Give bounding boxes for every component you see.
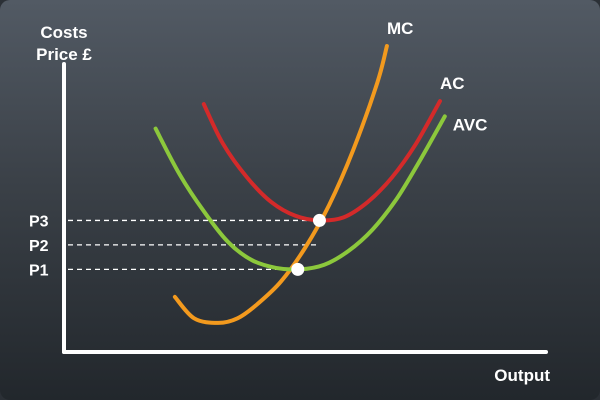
tick-label-p2: P2 xyxy=(29,238,49,255)
curve-mc xyxy=(172,44,389,325)
intersection-markers xyxy=(291,213,326,276)
x-axis-label: Output xyxy=(494,366,550,385)
series-labels: MC AC AVC xyxy=(387,19,487,134)
series-label-avc: AVC xyxy=(453,115,488,134)
curve-avc xyxy=(153,114,447,272)
tick-label-p1: P1 xyxy=(29,262,49,279)
intersection-marker-1 xyxy=(312,213,326,227)
intersection-marker-2 xyxy=(291,262,305,276)
y-axis-label-line-1: Costs xyxy=(40,23,87,42)
y-axis-label-line-2: Price £ xyxy=(36,45,92,64)
cost-curves xyxy=(153,44,447,325)
tick-label-p3: P3 xyxy=(29,213,49,230)
series-label-mc: MC xyxy=(387,19,413,38)
series-label-ac: AC xyxy=(440,74,465,93)
curve-ac xyxy=(201,99,442,223)
price-guides: P3 P2 P1 xyxy=(29,213,320,279)
